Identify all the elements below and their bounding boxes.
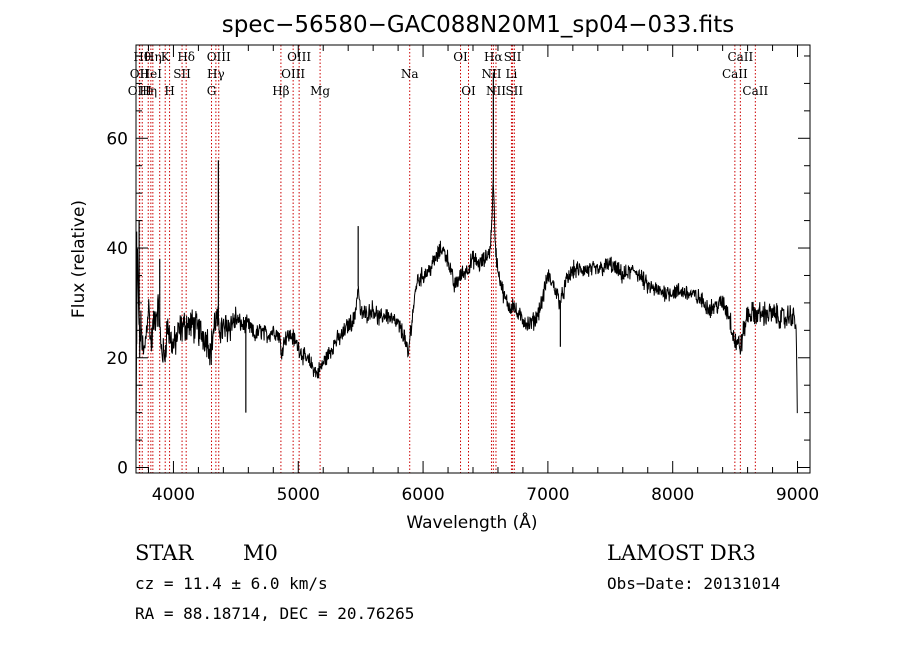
line-label-10: Hδ: [177, 50, 195, 64]
line-label-24: Li: [506, 67, 518, 81]
line-label-11: G: [207, 84, 217, 98]
y-tick-label-0: 0: [117, 459, 128, 479]
object-class: STAR: [135, 541, 194, 565]
spectral-line-markers: [138, 45, 756, 473]
line-label-9: SII: [173, 67, 191, 81]
line-label-4: HeI: [140, 67, 163, 81]
chart-title: spec−56580−GAC088N20M1_sp04−033.fits: [222, 12, 734, 38]
plot-frame: [135, 44, 811, 474]
plot-area: [135, 72, 798, 439]
line-label-8: H: [164, 84, 174, 98]
coordinates: RA = 88.18714, DEC = 20.76265: [135, 604, 414, 623]
y-axis-label: Flux (relative): [69, 200, 89, 318]
observation-date: Obs−Date: 20131014: [607, 574, 780, 593]
line-label-1: OIII: [128, 84, 152, 98]
y-tick-label-60: 60: [106, 129, 128, 149]
line-label-3: Hη: [139, 84, 157, 98]
object-subclass: M0: [243, 541, 278, 565]
line-label-23: NII: [486, 84, 506, 98]
y-axis-ticks: 0 20 40 60: [106, 55, 810, 479]
x-tick-label-7000: 7000: [526, 485, 569, 505]
y-tick-label-20: 20: [106, 349, 128, 369]
x-tick-label-5000: 5000: [277, 485, 320, 505]
line-label-20: OI: [461, 84, 476, 98]
line-label-12: Hγ: [207, 67, 225, 81]
x-tick-label-4000: 4000: [152, 485, 195, 505]
y-tick-label-40: 40: [106, 239, 128, 259]
x-tick-label-8000: 8000: [651, 485, 694, 505]
survey-name: LAMOST DR3: [607, 541, 756, 565]
x-tick-label-9000: 9000: [776, 485, 819, 505]
line-label-15: OIII: [281, 67, 305, 81]
line-label-29: CaII: [742, 84, 768, 98]
line-label-7: K: [161, 50, 171, 64]
line-label-21: NII: [481, 67, 501, 81]
line-label-25: SII: [504, 50, 522, 64]
line-label-26: SII: [505, 84, 523, 98]
line-label-0: OII: [130, 67, 150, 81]
line-label-28: CaII: [727, 50, 753, 64]
line-label-18: Na: [401, 67, 419, 81]
line-label-5: Hη: [144, 50, 162, 64]
spectrum-line: [135, 180, 798, 439]
line-label-16: OIII: [287, 50, 311, 64]
line-label-22: Hα: [484, 50, 503, 64]
line-label-14: Hβ: [272, 84, 289, 98]
x-axis-label: Wavelength (Å): [406, 511, 537, 533]
line-label-19: OI: [453, 50, 468, 64]
line-label-2: Hθ: [133, 50, 151, 64]
x-tick-label-6000: 6000: [401, 485, 444, 505]
line-label-27: CaII: [722, 67, 748, 81]
redshift-info: cz = 11.4 ± 6.0 km/s: [135, 574, 328, 593]
line-label-13: OIII: [207, 50, 231, 64]
line-label-17: Mg: [310, 84, 330, 98]
x-axis-ticks: 4000 5000 6000 7000 8000 9000: [147, 45, 819, 505]
emission-spikes: [136, 72, 736, 413]
